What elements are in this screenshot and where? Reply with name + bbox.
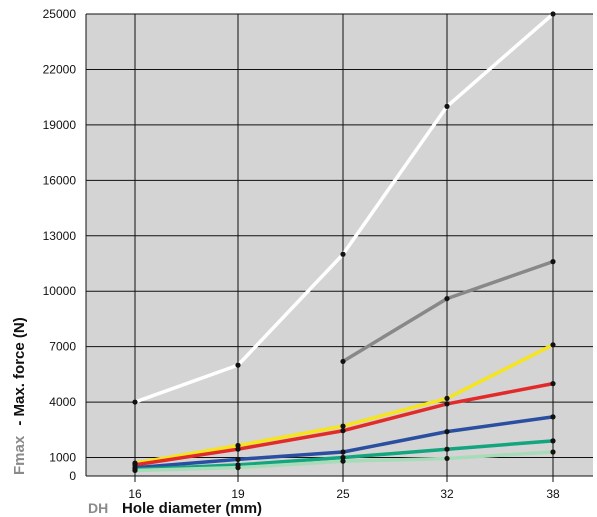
- data-point: [550, 259, 556, 265]
- x-axis-title: Hole diameter (mm): [122, 500, 262, 517]
- y-tick-label: 19000: [43, 118, 77, 132]
- data-point: [340, 423, 346, 429]
- y-tick-label: 22000: [43, 62, 77, 76]
- x-tick-label: 32: [440, 487, 454, 501]
- data-points: [132, 11, 556, 474]
- y-axis-label: Fmax - Max. force (N): [11, 317, 28, 475]
- x-tick-label: 25: [336, 487, 350, 501]
- data-point: [235, 465, 241, 471]
- data-point: [550, 449, 556, 455]
- data-point: [340, 449, 346, 455]
- data-point: [340, 428, 346, 434]
- data-point: [444, 455, 450, 462]
- data-point: [132, 467, 138, 474]
- y-tick-label: 7000: [49, 340, 76, 354]
- data-point: [444, 395, 450, 401]
- x-tick-label: 38: [546, 487, 560, 501]
- data-point: [444, 401, 450, 407]
- data-point: [444, 446, 450, 452]
- y-tick-label: 0: [69, 469, 76, 483]
- data-point: [132, 399, 138, 405]
- y-tick-label: 13000: [43, 229, 77, 243]
- data-point: [550, 342, 556, 348]
- data-point: [444, 295, 450, 302]
- y-tick-label: 25000: [43, 7, 77, 21]
- y-tick-label: 10000: [43, 284, 77, 298]
- data-point: [550, 438, 556, 444]
- data-point: [550, 11, 556, 17]
- y-tick-label: 1000: [49, 451, 76, 465]
- y-axis-title: - Max. force (N): [11, 317, 28, 425]
- data-point: [340, 251, 346, 257]
- y-tick-labels: 0 1000 4000 7000 10000 13000 16000 19000 22000 25…: [43, 7, 77, 483]
- data-point: [340, 454, 346, 461]
- plot-background: [86, 14, 593, 476]
- y-axis-symbol: Fmax: [11, 435, 28, 475]
- data-point: [235, 446, 241, 452]
- x-axis-symbol: DH: [88, 500, 108, 516]
- data-point: [235, 456, 241, 462]
- data-point: [444, 103, 450, 109]
- data-point: [550, 381, 556, 387]
- x-tick-label: 19: [231, 487, 245, 501]
- y-tick-label: 16000: [43, 173, 77, 187]
- data-point: [550, 414, 556, 420]
- data-point: [340, 358, 346, 365]
- x-tick-label: 16: [128, 487, 142, 501]
- data-point: [235, 362, 241, 368]
- y-tick-label: 4000: [49, 395, 76, 409]
- data-point: [235, 442, 241, 449]
- x-tick-labels: 16 19 25 32 38: [128, 487, 560, 501]
- data-point: [340, 458, 346, 464]
- data-point: [444, 429, 450, 435]
